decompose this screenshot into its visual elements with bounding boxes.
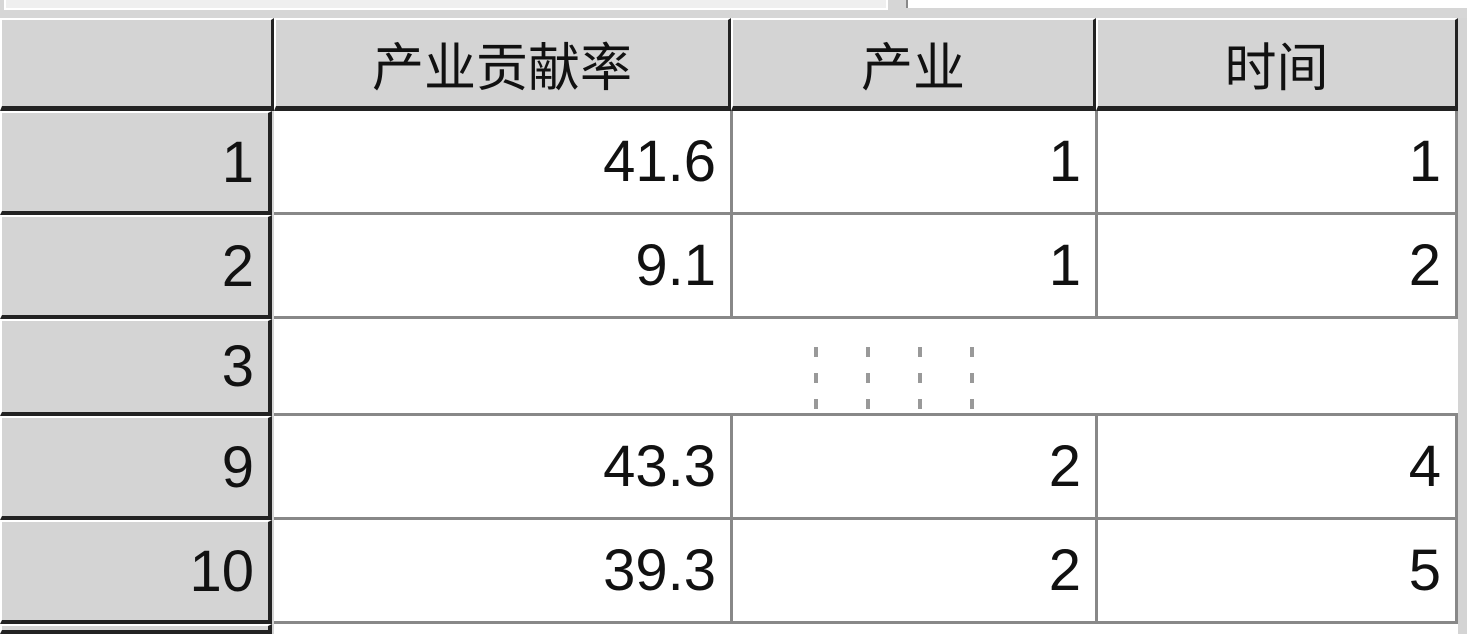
- cell-reference-box[interactable]: [4, 0, 888, 10]
- row-header-partial[interactable]: [0, 624, 272, 634]
- column-header-time[interactable]: 时间: [1096, 18, 1458, 111]
- data-grid: 产业贡献率 产业 时间 1 41.6 1 1 2 9.1 1 2 3 9 43.…: [0, 18, 1458, 634]
- cell-editor-bar: [0, 0, 1467, 18]
- row-header[interactable]: 2: [0, 215, 272, 319]
- table-cell[interactable]: 9.1: [274, 215, 733, 319]
- table-cell[interactable]: 1: [1098, 111, 1458, 215]
- grid-right-edge: [1458, 18, 1467, 628]
- cell-value-input[interactable]: [906, 0, 1467, 8]
- elided-rows: [274, 319, 1458, 416]
- corner-header[interactable]: [0, 18, 274, 111]
- table-cell[interactable]: 1: [733, 111, 1098, 215]
- row-header[interactable]: 1: [0, 111, 272, 215]
- vertical-ellipsis-icon: [814, 347, 974, 409]
- row-header[interactable]: 3: [0, 319, 272, 416]
- table-cell[interactable]: 2: [733, 520, 1098, 624]
- column-header-industry[interactable]: 产业: [731, 18, 1096, 111]
- table-cell[interactable]: 41.6: [274, 111, 733, 215]
- table-cell[interactable]: 5: [1098, 520, 1458, 624]
- table-cell[interactable]: 4: [1098, 416, 1458, 520]
- column-header-contribution-rate[interactable]: 产业贡献率: [274, 18, 731, 111]
- table-cell[interactable]: 43.3: [274, 416, 733, 520]
- row-header[interactable]: 10: [0, 520, 272, 624]
- table-cell[interactable]: 2: [1098, 215, 1458, 319]
- table-cell[interactable]: 39.3: [274, 520, 733, 624]
- row-header[interactable]: 9: [0, 416, 272, 520]
- table-cell[interactable]: 1: [733, 215, 1098, 319]
- table-cell[interactable]: 2: [733, 416, 1098, 520]
- table-row-partial[interactable]: [274, 624, 1458, 634]
